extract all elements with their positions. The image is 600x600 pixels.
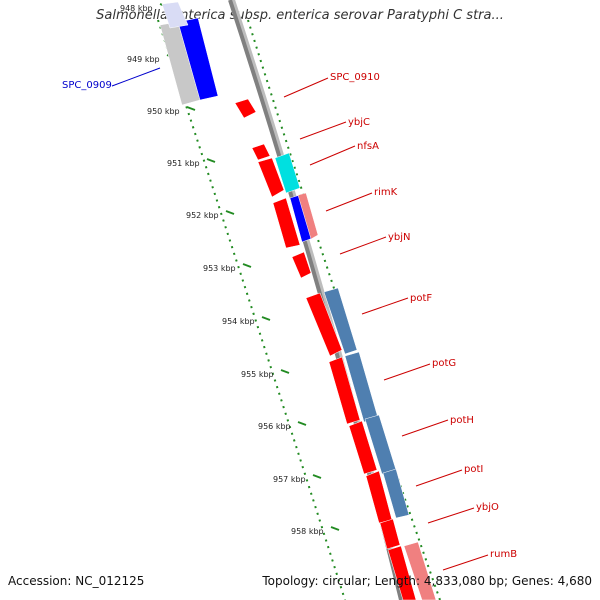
label-group: SPC_0909 SPC_0910 ybjC nfsA rimK ybjN potF potG… (62, 67, 517, 571)
gene-arrow-ybjo[interactable] (379, 518, 401, 550)
tick-mark (242, 263, 252, 268)
cog-bar-poti[interactable] (382, 468, 410, 519)
tick-mark (280, 369, 290, 374)
gene-leader-line (442, 554, 489, 571)
gene-arrow-ybjn[interactable] (291, 251, 312, 279)
gene-arrow-faded[interactable] (161, 1, 189, 29)
tick-mark (225, 210, 235, 215)
gene-label[interactable]: potI (464, 464, 483, 475)
accession-text: Accession: NC_012125 (8, 574, 145, 588)
tick-mark (330, 526, 340, 531)
gene-arrow-rimk[interactable] (272, 197, 301, 249)
gene-leader-line (401, 419, 449, 437)
gene-arrow-potg[interactable] (328, 356, 361, 425)
gene-label[interactable]: rumB (490, 549, 517, 560)
gene-label[interactable]: ybjC (348, 117, 370, 128)
cog-bar-pink[interactable] (297, 192, 319, 240)
tick-label: 956 kbp (258, 422, 291, 431)
cog-bar-rumb[interactable] (403, 541, 437, 600)
gene-leader-line (299, 121, 347, 140)
tick-mark (206, 158, 216, 163)
gene-arrow-rumb[interactable] (387, 545, 417, 600)
tick-label: 958 kbp (291, 527, 324, 536)
gene-leader-line (361, 297, 409, 315)
tick-label: 952 kbp (186, 211, 219, 220)
gene-leader-line (383, 363, 431, 381)
gene-arrow-poth[interactable] (348, 420, 378, 475)
gene-label[interactable]: potH (450, 415, 474, 426)
tick-label: 957 kbp (273, 475, 306, 484)
tick-mark (312, 474, 322, 479)
gene-leader-line (309, 145, 356, 166)
tick-mark (297, 421, 307, 426)
gene-label[interactable]: ybjN (388, 232, 411, 243)
gene-arrow-spc0909[interactable] (177, 17, 219, 101)
cog-bar-cyan[interactable] (274, 152, 301, 194)
feature-group[interactable] (159, 1, 437, 600)
tick-label: 954 kbp (222, 317, 255, 326)
tick-label: 948 kbp (120, 4, 153, 13)
gene-arrow-nfsa[interactable] (257, 157, 285, 198)
gene-leader-line (111, 67, 161, 87)
gene-leader-line (283, 77, 329, 98)
tick-label: 950 kbp (147, 107, 180, 116)
gene-arrow-potf[interactable] (305, 292, 343, 357)
gene-label[interactable]: rimK (374, 187, 398, 198)
gene-label[interactable]: SPC_0909 (62, 80, 112, 91)
gene-leader-line (415, 469, 463, 487)
topology-text: Topology: circular; Length: 4,833,080 bp… (262, 574, 592, 588)
gene-label[interactable]: SPC_0910 (330, 72, 380, 83)
gene-arrow-ybjc[interactable] (251, 143, 271, 161)
gene-leader-line (427, 507, 475, 524)
gene-label[interactable]: ybjO (476, 502, 499, 513)
gene-leader-line (339, 236, 387, 255)
tick-mark (261, 316, 271, 321)
tick-label: 953 kbp (203, 264, 236, 273)
tick-label: 949 kbp (127, 55, 160, 64)
gene-label[interactable]: nfsA (357, 141, 379, 152)
tick-label: 955 kbp (241, 370, 274, 379)
gene-label[interactable]: potG (432, 358, 456, 369)
tick-mark (186, 106, 196, 111)
tick-label: 951 kbp (167, 159, 200, 168)
cog-bar-potf[interactable] (323, 287, 358, 355)
gene-arrow-spc0910[interactable] (234, 98, 257, 119)
gene-label[interactable]: potF (410, 293, 432, 304)
gene-leader-line (325, 192, 373, 212)
